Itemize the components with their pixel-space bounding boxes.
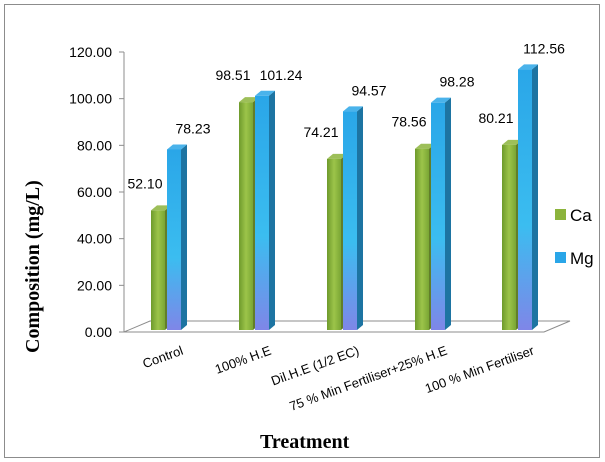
data-label-mg: 94.57: [351, 82, 386, 98]
bar-mg-2: [343, 106, 363, 330]
bar-mg-1: [255, 90, 275, 330]
bar-top: [327, 153, 347, 159]
bar-front: [502, 144, 516, 330]
bar-top: [167, 144, 187, 150]
y-tick-label: 20.00: [77, 277, 112, 293]
bar-mg-3: [431, 97, 451, 331]
data-label-ca: 80.21: [478, 110, 513, 126]
bar-front: [239, 102, 253, 330]
bar-front: [327, 158, 341, 330]
bar-top: [151, 205, 171, 211]
data-label-mg: 112.56: [523, 40, 565, 56]
bars: [151, 64, 538, 331]
bar-side: [445, 97, 451, 331]
legend-label-mg: Mg: [570, 249, 594, 268]
legend-swatch-mg: [555, 252, 566, 263]
data-label-mg: 78.23: [175, 120, 210, 136]
x-category-label: 100% H.E: [213, 343, 273, 377]
bar-side: [532, 64, 538, 331]
bar-mg-0: [167, 144, 187, 330]
bar-top: [415, 143, 435, 149]
y-tick-label: 60.00: [77, 184, 112, 200]
chart-frame: [4, 4, 600, 458]
data-label-mg: 98.28: [439, 74, 474, 90]
bar-front: [431, 102, 445, 331]
bar-top: [502, 139, 522, 145]
data-labels: 52.10 78.23 98.51 101.24 74.21 94.57 78.56 98.2…: [127, 40, 565, 191]
legend-swatch-ca: [555, 209, 566, 220]
data-label-ca: 52.10: [127, 175, 162, 191]
bar-front: [343, 111, 357, 330]
bar-top: [239, 97, 259, 103]
bar-front: [167, 149, 181, 330]
y-axis-title: Composition (mg/L): [22, 180, 44, 353]
bar-top: [518, 64, 538, 70]
bar-top: [255, 90, 275, 96]
bar-front: [151, 210, 165, 330]
y-tick-label: 120.00: [69, 44, 112, 60]
y-tick-label: 0.00: [85, 324, 112, 340]
data-label-mg: 101.24: [260, 67, 303, 83]
bar-side: [357, 106, 363, 330]
bar-mg-4: [518, 64, 538, 331]
x-category-label: Control: [141, 343, 186, 371]
data-label-ca: 78.56: [391, 114, 426, 130]
bar-front: [518, 69, 532, 331]
y-axis: 0.00 20.00 40.00 60.00 80.00 100.00 120.00: [69, 44, 125, 340]
legend: Ca Mg: [555, 206, 594, 268]
y-tick-label: 80.00: [77, 137, 112, 153]
y-tick-label: 100.00: [69, 91, 112, 107]
bar-front: [415, 148, 429, 330]
bar-top: [343, 106, 363, 112]
data-label-ca: 74.21: [303, 124, 338, 140]
data-label-ca: 98.51: [215, 67, 250, 83]
bar-side: [181, 144, 187, 330]
legend-label-ca: Ca: [570, 206, 592, 225]
bar-side: [269, 90, 275, 330]
x-axis-title: Treatment: [260, 431, 350, 453]
x-category-label: 75 % Min Fertiliser+25% H.E: [287, 343, 449, 414]
bar-front: [255, 95, 269, 330]
y-tick-label: 40.00: [77, 231, 112, 247]
bar-top: [431, 97, 451, 103]
